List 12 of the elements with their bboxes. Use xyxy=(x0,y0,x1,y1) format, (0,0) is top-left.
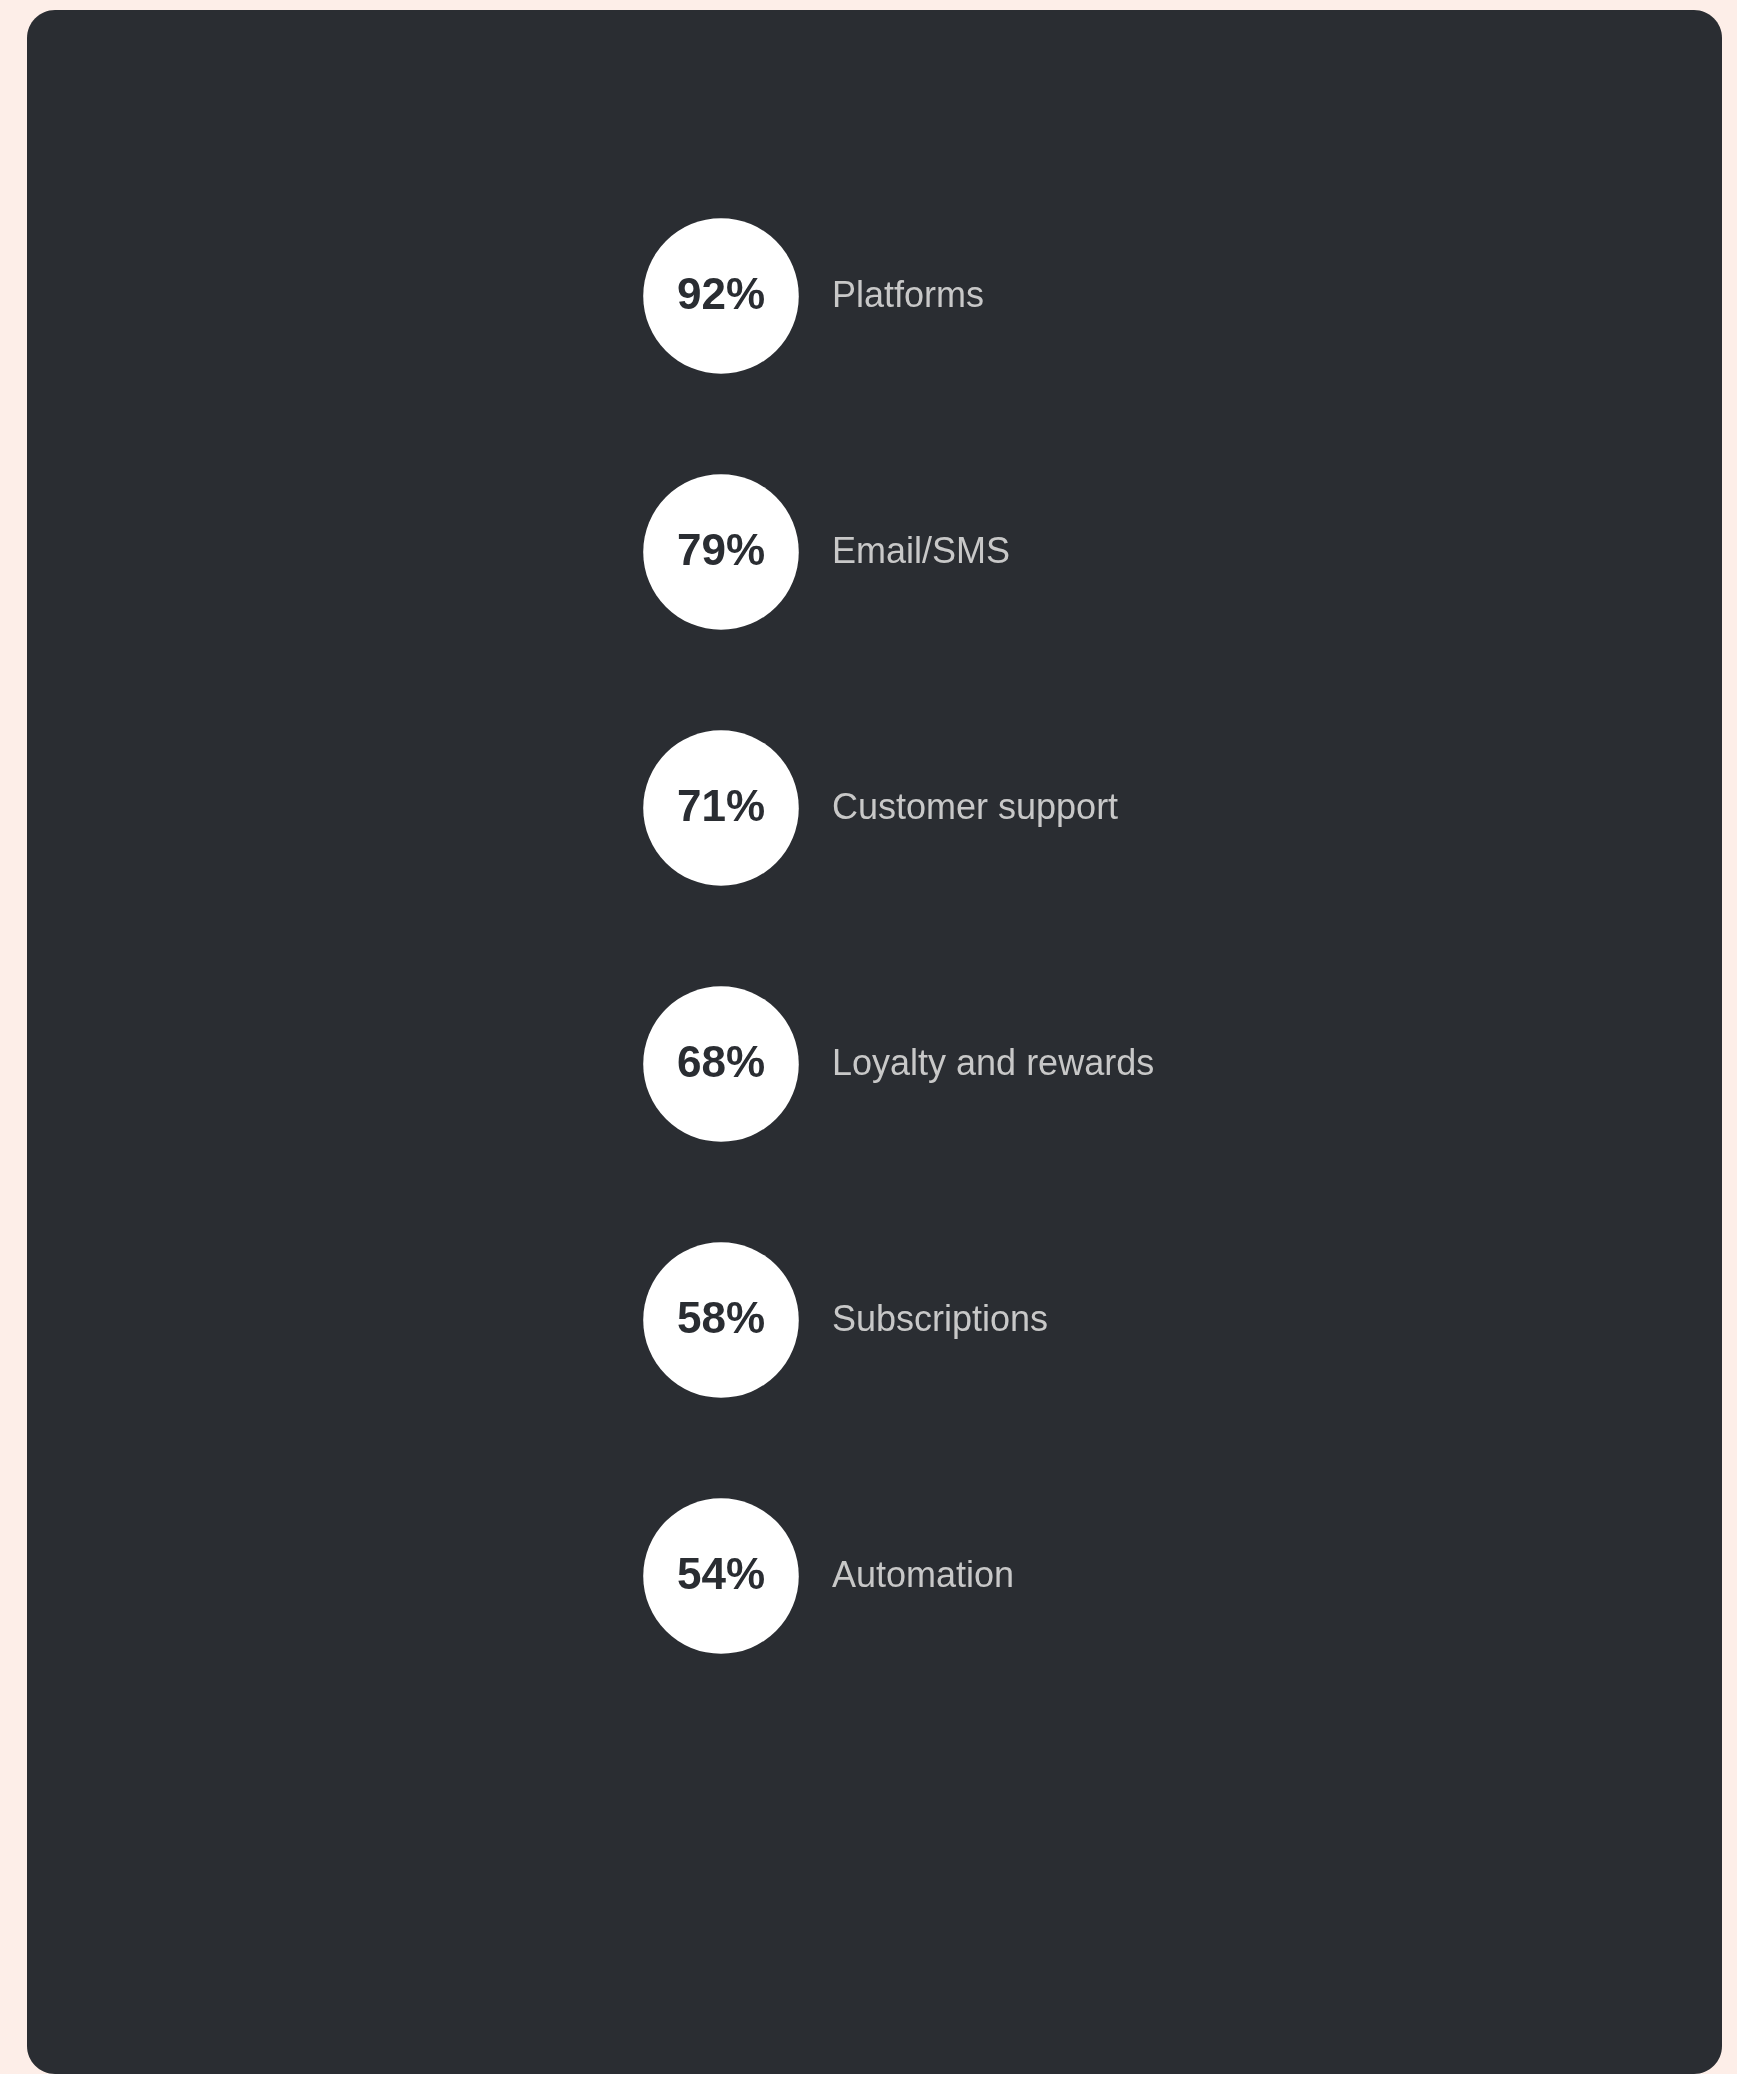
category-label: Email/SMS xyxy=(832,529,1011,571)
data-label: 58% xyxy=(676,1293,766,1343)
data-label: 92% xyxy=(676,268,766,318)
category-label: Platforms xyxy=(832,273,985,315)
category-label: Customer support xyxy=(832,786,1119,827)
category-label: Automation xyxy=(832,1554,1015,1596)
data-label: 54% xyxy=(676,1549,766,1599)
category-label: Subscriptions xyxy=(832,1298,1049,1340)
category-label: Loyalty and rewards xyxy=(832,1042,1155,1084)
data-label: 68% xyxy=(676,1037,766,1087)
data-label: 71% xyxy=(676,781,766,830)
data-label: 79% xyxy=(676,524,766,574)
